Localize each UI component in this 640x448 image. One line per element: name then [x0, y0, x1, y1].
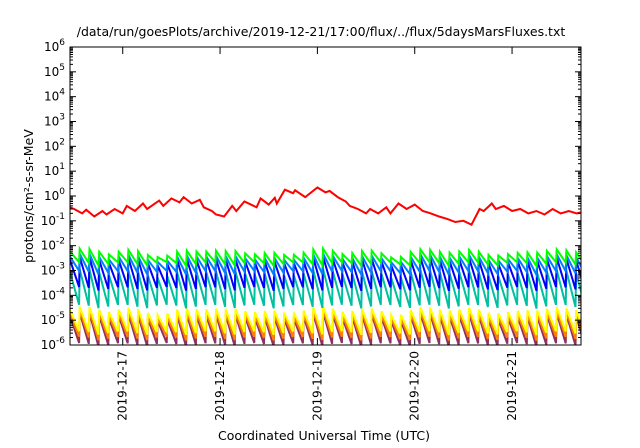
- series-line-1: [70, 245, 581, 270]
- x-tick-label: 2019-12-19: [310, 351, 324, 421]
- x-axis-label: Coordinated Universal Time (UTC): [218, 428, 430, 443]
- x-tick-label: 2019-12-17: [116, 351, 130, 421]
- y-tick-label: 106: [44, 38, 65, 54]
- y-axis-label: protons/cm²-s-sr-MeV: [21, 129, 36, 263]
- series-line-0: [70, 186, 581, 227]
- x-axis: 2019-12-17 2019-12-18 2019-12-19 2019-12-20…: [116, 47, 519, 421]
- x-tick-label: 2019-12-18: [213, 351, 227, 421]
- x-tick-label: 2019-12-21: [505, 351, 519, 421]
- y-tick-label: 10-6: [41, 336, 66, 352]
- y-tick-label: 10-5: [41, 311, 65, 327]
- y-tick-label: 101: [44, 162, 65, 178]
- y-tick-label: 10-2: [41, 237, 65, 253]
- y-tick-label: 105: [44, 63, 65, 79]
- series-line-5: [70, 306, 581, 336]
- series-layer: [70, 186, 581, 345]
- chart-title: /data/run/goesPlots/archive/2019-12-21/1…: [77, 24, 566, 39]
- y-tick-label: 10-4: [41, 286, 66, 302]
- y-tick-label: 100: [44, 187, 65, 203]
- y-tick-label: 10-1: [41, 212, 65, 228]
- y-tick-label: 103: [44, 113, 65, 129]
- y-tick-label: 102: [44, 137, 65, 153]
- x-tick-label: 2019-12-20: [408, 351, 422, 421]
- y-tick-label: 104: [44, 88, 65, 104]
- y-axis: 10-6 10-5 10-4 10-3 10-2 10-1 100 101 102 103 104 1…: [41, 38, 581, 352]
- y-tick-label: 10-3: [41, 262, 65, 278]
